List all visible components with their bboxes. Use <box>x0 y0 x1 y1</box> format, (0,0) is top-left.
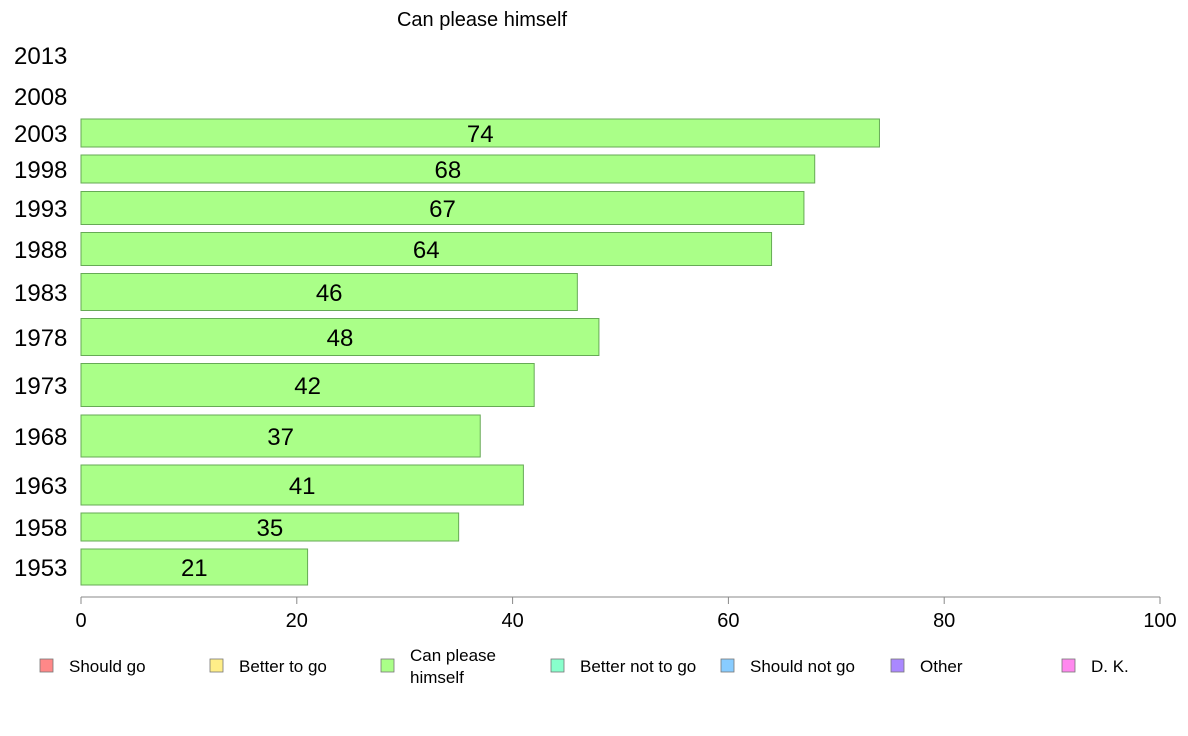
x-tick-label: 20 <box>286 610 308 632</box>
bar <box>80 512 460 542</box>
x-tick-label: 0 <box>75 610 86 632</box>
legend-item: Other <box>890 657 963 676</box>
bar-value-label: 21 <box>181 555 208 582</box>
legend-label: D. K. <box>1091 657 1129 676</box>
bar-value-label: 41 <box>289 473 316 500</box>
bar-value-label: 35 <box>256 515 283 542</box>
legend-item: Better to go <box>209 657 327 676</box>
y-tick-label: 2013 <box>14 43 67 70</box>
legend-label: Better to go <box>239 657 327 676</box>
legend-swatch <box>550 658 565 673</box>
x-axis: 0 20 40 60 80 100 <box>75 596 1177 632</box>
y-tick-label: 2003 <box>14 121 67 148</box>
bar <box>80 118 880 148</box>
legend-label: Other <box>920 657 963 676</box>
y-tick-label: 1958 <box>14 515 67 542</box>
y-tick-label: 1988 <box>14 237 67 264</box>
legend-label: Better not to go <box>580 657 696 676</box>
bar-value-label: 74 <box>467 121 494 148</box>
y-tick-label: 1978 <box>14 325 67 352</box>
y-tick-label: 1998 <box>14 157 67 184</box>
legend-swatch <box>720 658 735 673</box>
x-tick-label: 40 <box>501 610 523 632</box>
x-tick-label: 100 <box>1143 610 1176 632</box>
bar-value-label: 42 <box>294 373 321 400</box>
bar <box>80 414 481 458</box>
bar <box>80 363 535 407</box>
bar-value-label: 37 <box>267 424 294 451</box>
legend-item: Should not go <box>720 657 855 676</box>
legend-swatch <box>209 658 224 673</box>
x-tick-label: 80 <box>933 610 955 632</box>
bar-value-label: 64 <box>413 237 440 264</box>
bars-layer: 2013 2008 2003 74 1998 68 1993 67 1988 64 1983 46 19… <box>14 43 880 586</box>
bar-value-label: 67 <box>429 196 456 223</box>
bar-value-label: 68 <box>435 157 462 184</box>
bar <box>80 154 816 184</box>
legend-label: Should not go <box>750 657 855 676</box>
y-tick-label: 1963 <box>14 473 67 500</box>
legend-item: Can please himself <box>380 646 496 687</box>
y-tick-label: 2008 <box>14 84 67 111</box>
legend-swatch <box>380 658 395 673</box>
y-tick-label: 1968 <box>14 424 67 451</box>
legend-label: Can please himself <box>410 646 496 687</box>
x-tick-label: 60 <box>717 610 739 632</box>
bar <box>80 191 805 225</box>
bar-value-label: 46 <box>316 280 343 307</box>
y-tick-label: 1983 <box>14 280 67 307</box>
legend-item: Should go <box>39 657 146 676</box>
bar <box>80 273 578 311</box>
legend-swatch <box>39 658 54 673</box>
bar <box>80 464 524 506</box>
bar <box>80 232 773 266</box>
y-tick-label: 1953 <box>14 555 67 582</box>
legend-label: Should go <box>69 657 146 676</box>
y-tick-label: 1973 <box>14 373 67 400</box>
legend: Should go Better to go Can please himself Be… <box>39 646 1129 687</box>
y-tick-label: 1993 <box>14 196 67 223</box>
legend-item: D. K. <box>1061 657 1129 676</box>
legend-swatch <box>1061 658 1076 673</box>
legend-item: Better not to go <box>550 657 696 676</box>
bar <box>80 318 600 356</box>
legend-swatch <box>890 658 905 673</box>
chart-title: Can please himself <box>397 9 568 31</box>
bar <box>80 548 309 586</box>
bar-value-label: 48 <box>327 325 354 352</box>
